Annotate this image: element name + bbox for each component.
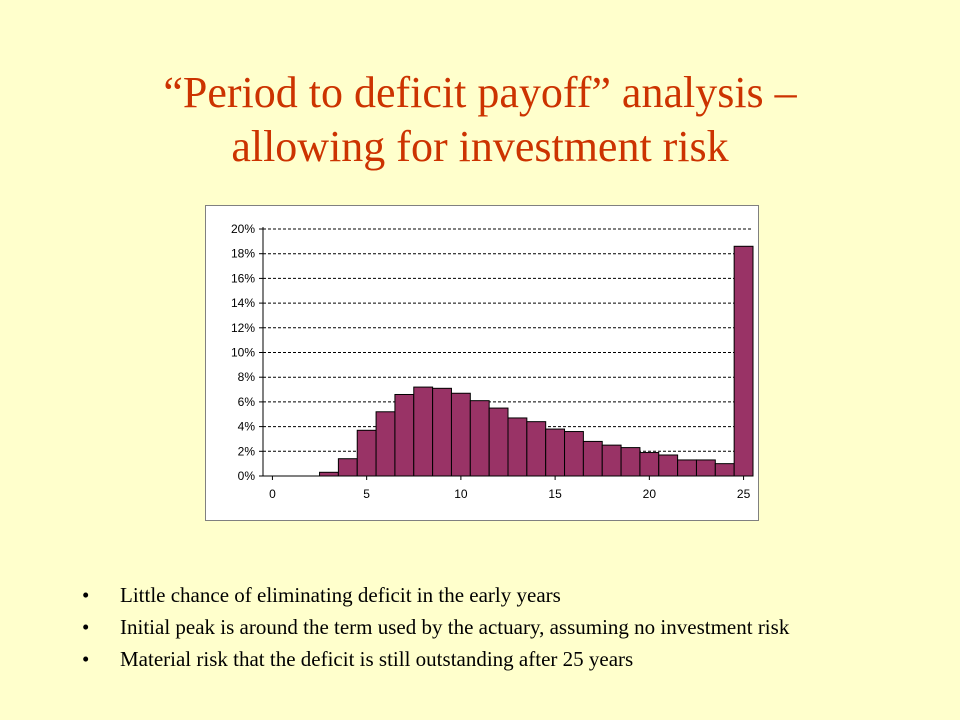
y-tick-label: 6% bbox=[238, 395, 256, 409]
histogram-bar bbox=[639, 452, 660, 477]
histogram-bar bbox=[677, 459, 697, 477]
histogram-bar bbox=[564, 431, 584, 477]
histogram-bar bbox=[413, 386, 434, 477]
y-tick-label: 20% bbox=[231, 222, 255, 236]
x-tick-label: 0 bbox=[269, 487, 276, 501]
title-line-2: allowing for investment risk bbox=[231, 122, 729, 171]
y-tick-label: 8% bbox=[238, 370, 256, 384]
histogram-bar bbox=[375, 411, 396, 477]
histogram-svg: 0% 2% 4% 6% 8% 10% 12% 14% 16% 18% 20% 0 5 10 15 20 25 bbox=[231, 222, 754, 501]
histogram-bar bbox=[545, 428, 566, 477]
bullet-item-3: Material risk that the deficit is still … bbox=[82, 648, 902, 670]
histogram-bar bbox=[733, 245, 754, 477]
y-tick-label: 16% bbox=[231, 271, 255, 285]
x-tick-label: 20 bbox=[643, 487, 657, 501]
x-tick-label: 10 bbox=[454, 487, 468, 501]
bullet-item-2: Initial peak is around the term used by … bbox=[82, 616, 902, 638]
y-tick-label: 4% bbox=[238, 420, 256, 434]
slide-title: “Period to deficit payoff” analysis – al… bbox=[0, 66, 960, 174]
bullet-item-1: Little chance of eliminating deficit in … bbox=[82, 584, 902, 606]
histogram-bar bbox=[337, 458, 358, 477]
histogram-bar bbox=[601, 444, 622, 477]
y-tick-label: 14% bbox=[231, 296, 255, 310]
y-tick-label: 0% bbox=[238, 469, 256, 483]
histogram-bar bbox=[695, 459, 716, 477]
histogram-bar bbox=[526, 421, 547, 477]
histogram-bar bbox=[658, 454, 679, 477]
histogram-bar bbox=[488, 407, 509, 477]
histogram-chart: 0% 2% 4% 6% 8% 10% 12% 14% 16% 18% 20% 0 5 10 15 20 25 bbox=[205, 205, 759, 521]
histogram-bar bbox=[356, 429, 377, 477]
histogram-bar bbox=[714, 463, 735, 477]
y-tick-label: 12% bbox=[231, 321, 255, 335]
histogram-bar bbox=[450, 392, 471, 477]
histogram-bar bbox=[319, 471, 339, 477]
title-line-1: “Period to deficit payoff” analysis – bbox=[163, 68, 797, 117]
x-tick-label: 25 bbox=[737, 487, 751, 501]
histogram-bar bbox=[620, 447, 641, 477]
y-tick-label: 10% bbox=[231, 346, 255, 360]
histogram-bar bbox=[432, 387, 452, 477]
y-tick-label: 18% bbox=[231, 247, 255, 261]
x-tick-label: 15 bbox=[548, 487, 562, 501]
histogram-bar bbox=[507, 417, 528, 477]
histogram-bar bbox=[582, 440, 603, 477]
histogram-bar bbox=[469, 400, 490, 477]
histogram-bar bbox=[394, 393, 415, 477]
x-tick-label: 5 bbox=[363, 487, 370, 501]
y-tick-label: 2% bbox=[238, 444, 256, 458]
bullet-list: Little chance of eliminating deficit in … bbox=[82, 584, 902, 680]
